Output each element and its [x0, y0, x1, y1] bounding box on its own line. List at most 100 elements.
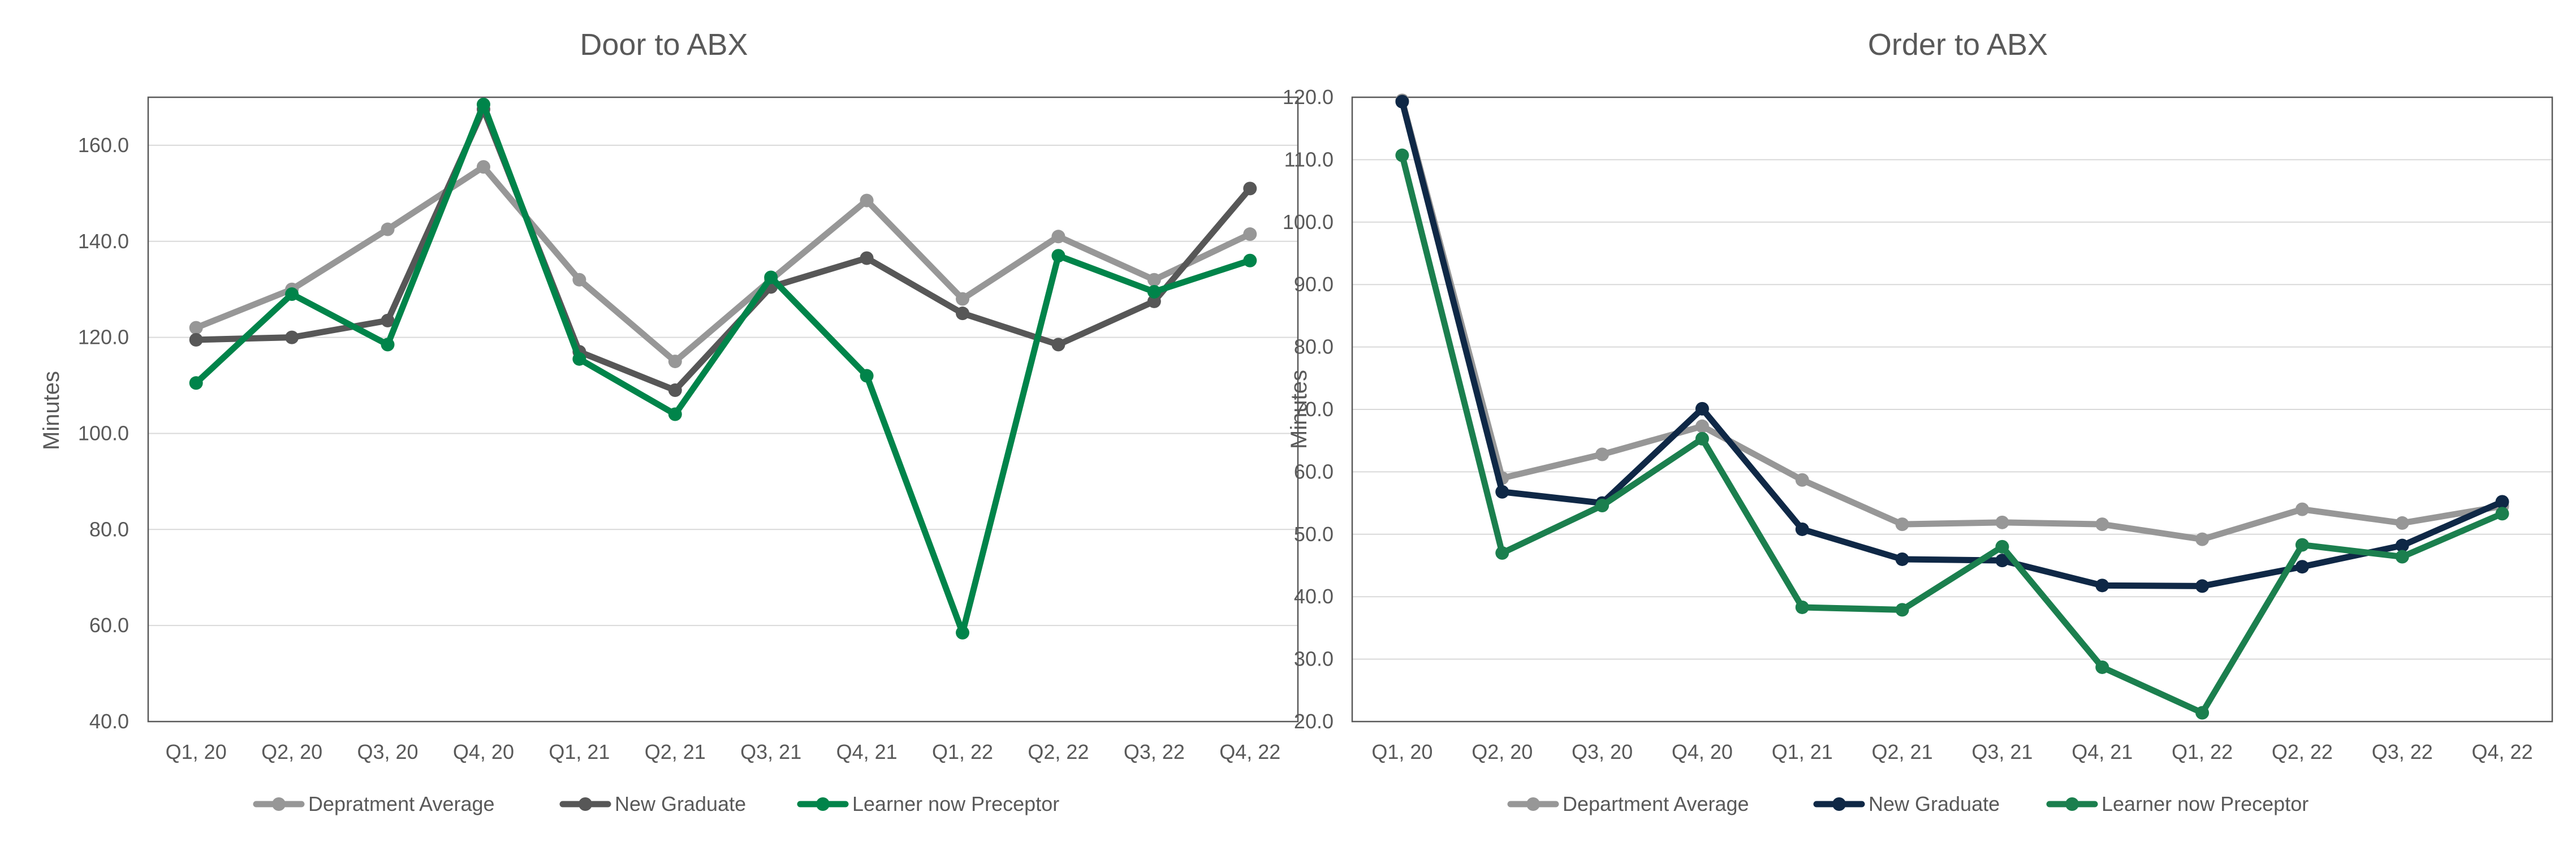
x-tick-label: Q3, 22 [1124, 740, 1185, 763]
x-tick-label: Q2, 22 [2272, 740, 2333, 763]
data-point [1495, 485, 1509, 499]
data-point [1695, 401, 1709, 416]
chart-title: Order to ABX [1868, 28, 2048, 62]
legend-label: New Graduate [615, 792, 746, 815]
legend: Depratment Average New Graduate Learner no… [253, 792, 1059, 815]
plot-border [147, 96, 1299, 723]
x-tick-label: Q4, 20 [453, 740, 514, 763]
data-point [1051, 338, 1065, 352]
data-point [1895, 603, 1909, 617]
legend-swatch-marker [2065, 797, 2079, 811]
data-point [189, 333, 203, 347]
x-tick-label: Q1, 20 [1371, 740, 1432, 763]
data-point [1795, 473, 1809, 487]
y-tick-label: 110.0 [1284, 148, 1334, 171]
y-axis-ticks: 40.0 60.0 80.0 100.0 120.0 140.0 160.0 [78, 133, 129, 733]
x-tick-label: Q2, 21 [1872, 740, 1933, 763]
data-point [2395, 516, 2409, 530]
x-axis-ticks: Q1, 20 Q2, 20 Q3, 20 Q4, 20 Q1, 21 Q2, 21 Q3, … [1371, 740, 2532, 763]
y-axis-title: Minutes [1287, 370, 1311, 449]
data-point [285, 287, 299, 301]
data-point [2395, 550, 2409, 564]
data-point [1995, 554, 2009, 568]
y-tick-label: 90.0 [1294, 273, 1334, 296]
data-point [2195, 706, 2210, 720]
x-tick-label: Q3, 22 [2372, 740, 2433, 763]
y-tick-label: 80.0 [1294, 335, 1334, 359]
data-point [956, 625, 970, 640]
series-layer [189, 97, 1257, 640]
series-new-graduate [1395, 94, 2509, 593]
data-point [1595, 499, 1610, 513]
data-point [1051, 249, 1065, 263]
y-tick-label: 80.0 [89, 517, 129, 541]
data-point [2395, 538, 2409, 552]
chart-title: Door to ABX [580, 28, 748, 62]
y-tick-label: 100.0 [1283, 210, 1334, 234]
data-point [1995, 515, 2009, 529]
x-tick-label: Q3, 20 [357, 740, 418, 763]
data-point [1895, 552, 1909, 566]
x-tick-label: Q2, 22 [1028, 740, 1089, 763]
data-point [1695, 419, 1709, 433]
y-tick-label: 60.0 [1294, 460, 1334, 483]
plot-frame [1351, 96, 2553, 723]
data-point [1395, 94, 1409, 109]
data-point [381, 338, 395, 352]
data-point [1243, 227, 1257, 241]
y-tick-label: 60.0 [89, 614, 129, 637]
data-point [668, 407, 682, 421]
x-tick-label: Q3, 20 [1572, 740, 1633, 763]
y-tick-label: 50.0 [1294, 523, 1334, 546]
data-point [1895, 517, 1909, 532]
data-point [1495, 546, 1509, 560]
series-learner-now-preceptor [1395, 148, 2509, 720]
data-point [572, 273, 586, 287]
data-point [1995, 539, 2009, 554]
data-point [2495, 507, 2509, 521]
data-point [189, 321, 203, 335]
legend-item: New Graduate [1813, 792, 2000, 815]
data-point [1051, 230, 1065, 244]
x-tick-label: Q2, 20 [261, 740, 322, 763]
series-line [1399, 152, 2506, 716]
legend-swatch-marker [1832, 797, 1846, 811]
data-point [381, 222, 395, 236]
legend-label: Depratment Average [308, 792, 495, 815]
y-tick-label: 20.0 [1294, 710, 1334, 733]
data-point [1795, 600, 1809, 614]
x-tick-label: Q3, 21 [1971, 740, 2033, 763]
x-tick-label: Q4, 20 [1672, 740, 1733, 763]
data-point [764, 270, 778, 284]
legend-swatch-marker [272, 797, 286, 811]
data-point [476, 97, 490, 111]
data-point [2295, 502, 2309, 516]
door-to-abx-chart: Door to ABX Minutes 40.0 60.0 80.0 100.0 120… [39, 28, 1299, 815]
data-point [572, 352, 586, 366]
series-line [193, 163, 1253, 365]
series-layer [1395, 93, 2509, 720]
y-axis-ticks: 20.0 30.0 40.0 50.0 60.0 70.0 80.0 90.0 100.0 110… [1283, 85, 1334, 733]
x-tick-label: Q2, 20 [1472, 740, 1533, 763]
x-tick-label: Q1, 21 [549, 740, 610, 763]
x-tick-label: Q4, 21 [2072, 740, 2133, 763]
series-department-average [1395, 93, 2509, 546]
y-tick-label: 40.0 [1294, 585, 1334, 608]
series-depratment-average [189, 160, 1257, 369]
plot-frame [147, 96, 1299, 723]
legend-label: Department Average [1563, 792, 1749, 815]
data-point [1147, 273, 1161, 287]
data-point [2095, 660, 2109, 674]
y-tick-label: 160.0 [78, 133, 129, 157]
data-point [2195, 532, 2210, 546]
order-to-abx-chart: Order to ABX Minutes 20.0 30.0 40.0 50.0 60.… [1283, 28, 2553, 815]
data-point [2095, 578, 2109, 593]
data-point [2095, 517, 2109, 532]
data-point [956, 306, 970, 321]
legend-label: Learner now Preceptor [852, 792, 1059, 815]
legend-swatch-marker [816, 797, 830, 811]
data-point [860, 369, 874, 383]
data-point [381, 313, 395, 327]
data-point [668, 383, 682, 398]
